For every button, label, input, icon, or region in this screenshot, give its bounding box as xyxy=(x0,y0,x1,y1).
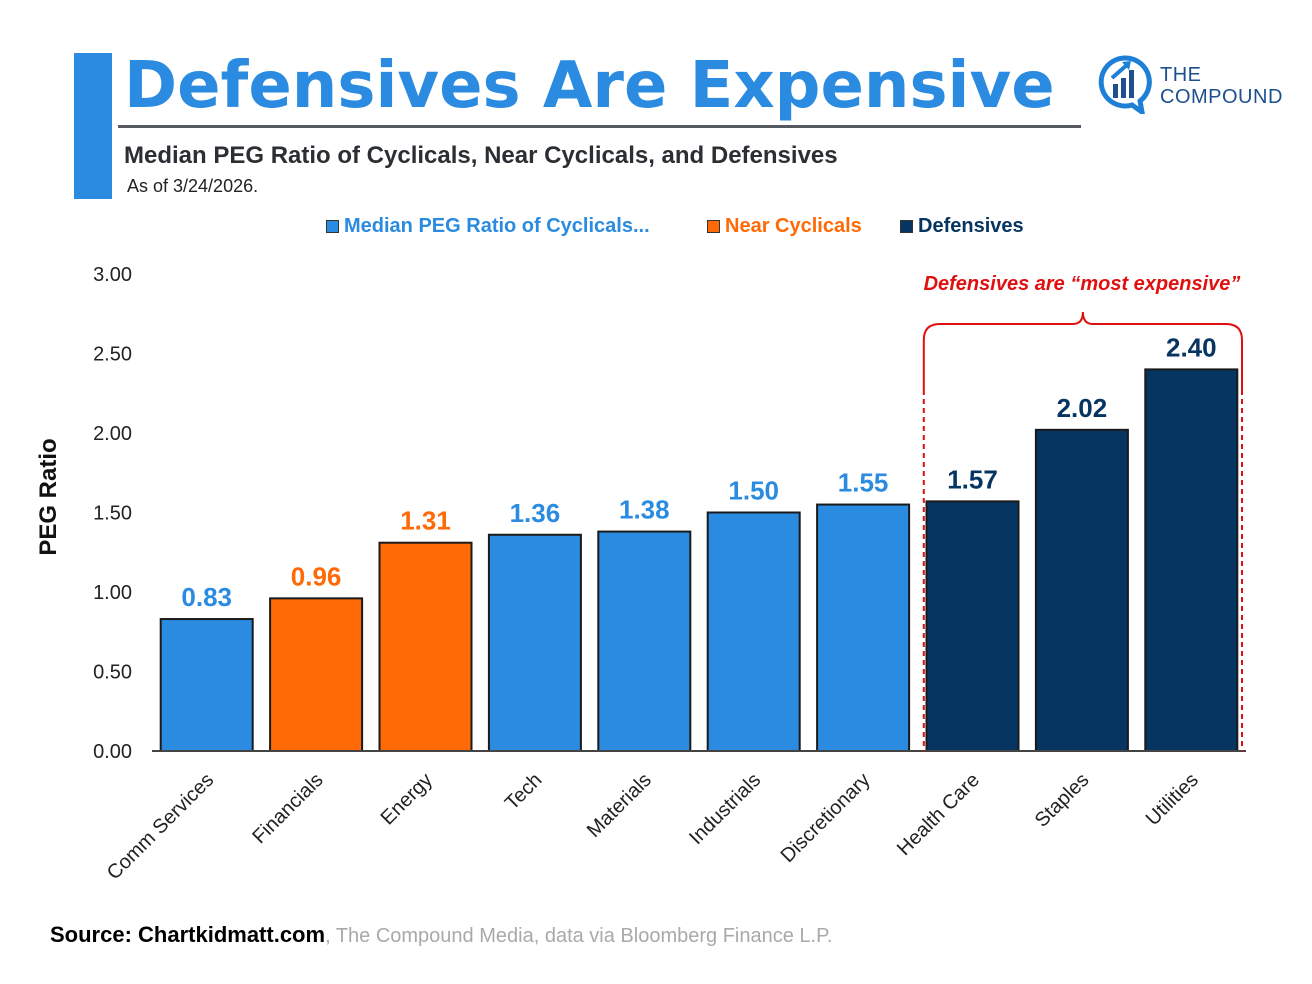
bar xyxy=(159,618,254,753)
bar xyxy=(1034,428,1129,752)
x-tick-label: Financials xyxy=(248,769,327,848)
x-tick-label: Materials xyxy=(583,769,656,842)
bar xyxy=(925,500,1020,752)
x-tick-label: Industrials xyxy=(685,769,765,849)
source-note: Source: Chartkidmatt.com, The Compound M… xyxy=(50,922,832,948)
chart-legend: Median PEG Ratio of Cyclicals... Near Cy… xyxy=(0,212,1312,242)
bar xyxy=(487,533,582,753)
bar-value-label: 2.40 xyxy=(1166,332,1217,362)
y-tick-label: 3.00 xyxy=(93,264,132,286)
bar xyxy=(269,597,364,752)
source-rest: , The Compound Media, data via Bloomberg… xyxy=(325,925,833,947)
title-divider xyxy=(118,125,1081,128)
bar-value-label: 1.38 xyxy=(619,495,670,525)
x-tick-label: Health Care xyxy=(893,769,984,860)
chart-subtitle: Median PEG Ratio of Cyclicals, Near Cycl… xyxy=(124,142,838,169)
legend-label-cyclicals: Median PEG Ratio of Cyclicals... xyxy=(344,214,650,237)
y-tick-label: 0.50 xyxy=(93,662,132,684)
legend-item-cyclicals: Median PEG Ratio of Cyclicals... xyxy=(326,212,650,240)
bar xyxy=(816,503,911,752)
brand-name-line2: COMPOUND xyxy=(1160,86,1283,108)
annotation-text: Defensives are “most expensive” xyxy=(924,273,1241,295)
brand-name-line1: THE xyxy=(1160,64,1202,86)
as-of-date: As of 3/24/2026. xyxy=(127,176,259,196)
legend-swatch-cyclicals xyxy=(326,219,339,233)
y-axis-title: PEG Ratio xyxy=(35,438,62,555)
y-tick-label: 2.50 xyxy=(93,344,132,366)
bar xyxy=(1144,368,1239,752)
y-tick-label: 2.00 xyxy=(93,423,132,445)
y-tick-label: 0.00 xyxy=(93,741,132,763)
legend-item-near-cyclicals: Near Cyclicals xyxy=(707,212,862,240)
source-bold: Source: Chartkidmatt.com xyxy=(50,922,326,947)
bar-value-label: 1.57 xyxy=(947,464,998,494)
bar-value-label: 1.36 xyxy=(510,498,561,528)
compound-logo-icon xyxy=(1098,55,1152,114)
bar xyxy=(378,541,473,753)
y-tick-label: 1.00 xyxy=(93,582,132,604)
x-tick-label: Comm Services xyxy=(103,769,218,884)
bar-value-label: 1.55 xyxy=(838,468,889,498)
bar-value-label: 2.02 xyxy=(1057,393,1108,423)
bar-value-label: 1.31 xyxy=(400,506,451,536)
legend-item-defensives: Defensives xyxy=(900,212,1024,240)
legend-label-near-cyclicals: Near Cyclicals xyxy=(725,214,862,237)
y-tick-label: 1.50 xyxy=(93,503,132,525)
title-accent-bar xyxy=(74,53,112,199)
legend-label-defensives: Defensives xyxy=(918,214,1024,237)
brand-logo: THE COMPOUND xyxy=(1098,52,1298,116)
legend-swatch-near-cyclicals xyxy=(707,219,720,233)
bar xyxy=(597,530,692,753)
brand-name: THE COMPOUND xyxy=(1160,64,1283,108)
bar xyxy=(706,511,801,752)
page-title: Defensives Are Expensive xyxy=(124,49,1055,123)
bar-value-label: 0.96 xyxy=(291,561,342,591)
bar-value-label: 0.83 xyxy=(181,582,232,612)
legend-swatch-defensives xyxy=(900,219,913,233)
bar-value-label: 1.50 xyxy=(728,476,779,506)
annotation-bracket xyxy=(922,311,1243,390)
x-tick-label: Discretionary xyxy=(777,769,875,867)
x-tick-label: Tech xyxy=(501,769,546,814)
x-tick-label: Utilities xyxy=(1142,769,1203,830)
x-tick-label: Energy xyxy=(377,769,437,829)
x-tick-label: Staples xyxy=(1031,769,1094,832)
